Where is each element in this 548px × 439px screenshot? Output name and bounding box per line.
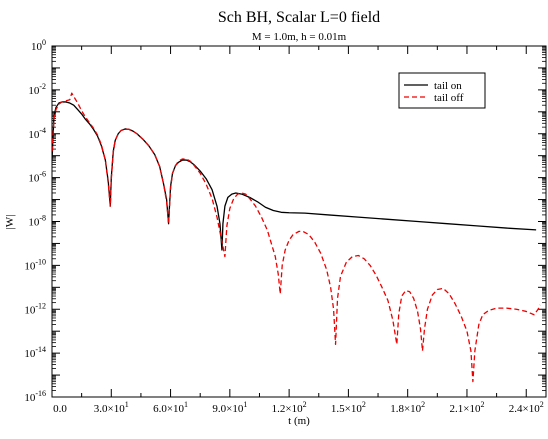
y-tick-label: 10-4 — [28, 126, 46, 141]
y-tick-label: 100 — [31, 38, 46, 53]
series-group — [52, 92, 541, 383]
plot-area: 0.0 3.0×101 6.0×101 9.0×101 1.2×102 1.5×102 1.… — [24, 38, 547, 415]
chart-subtitle: M = 1.0m, h = 0.01m — [252, 31, 347, 43]
x-tick-label: 0.0 — [53, 403, 67, 415]
x-tick-label: 1.8×102 — [390, 400, 425, 415]
y-tick-label: 10-6 — [28, 170, 46, 185]
legend-label: tail on — [434, 80, 462, 92]
x-tick-label: 2.4×102 — [509, 400, 544, 415]
y-tick-label: 10-2 — [28, 82, 46, 97]
y-tick-label: 10-16 — [24, 389, 46, 404]
x-tick-label: 9.0×101 — [212, 400, 247, 415]
x-tick-label: 3.0×101 — [94, 400, 129, 415]
series-line-tail-off — [52, 92, 541, 383]
y-tick-label: 10-8 — [28, 214, 46, 229]
y-axis-title: |W| — [4, 215, 16, 230]
x-axis-title: t (m) — [288, 415, 310, 427]
y-tick-label: 10-10 — [24, 257, 46, 272]
y-tick-label: 10-14 — [24, 345, 46, 360]
legend-label: tail off — [434, 92, 464, 104]
x-tick-label: 1.2×102 — [272, 400, 307, 415]
x-tick-label: 6.0×101 — [153, 400, 188, 415]
legend-box — [398, 72, 486, 109]
x-tick-label: 1.5×102 — [331, 400, 366, 415]
y-tick-label: 10-12 — [24, 301, 46, 316]
series-line-tail-on — [52, 101, 537, 251]
chart-title: Sch BH, Scalar L=0 field — [218, 9, 380, 26]
x-tick-label: 2.1×102 — [449, 400, 484, 415]
